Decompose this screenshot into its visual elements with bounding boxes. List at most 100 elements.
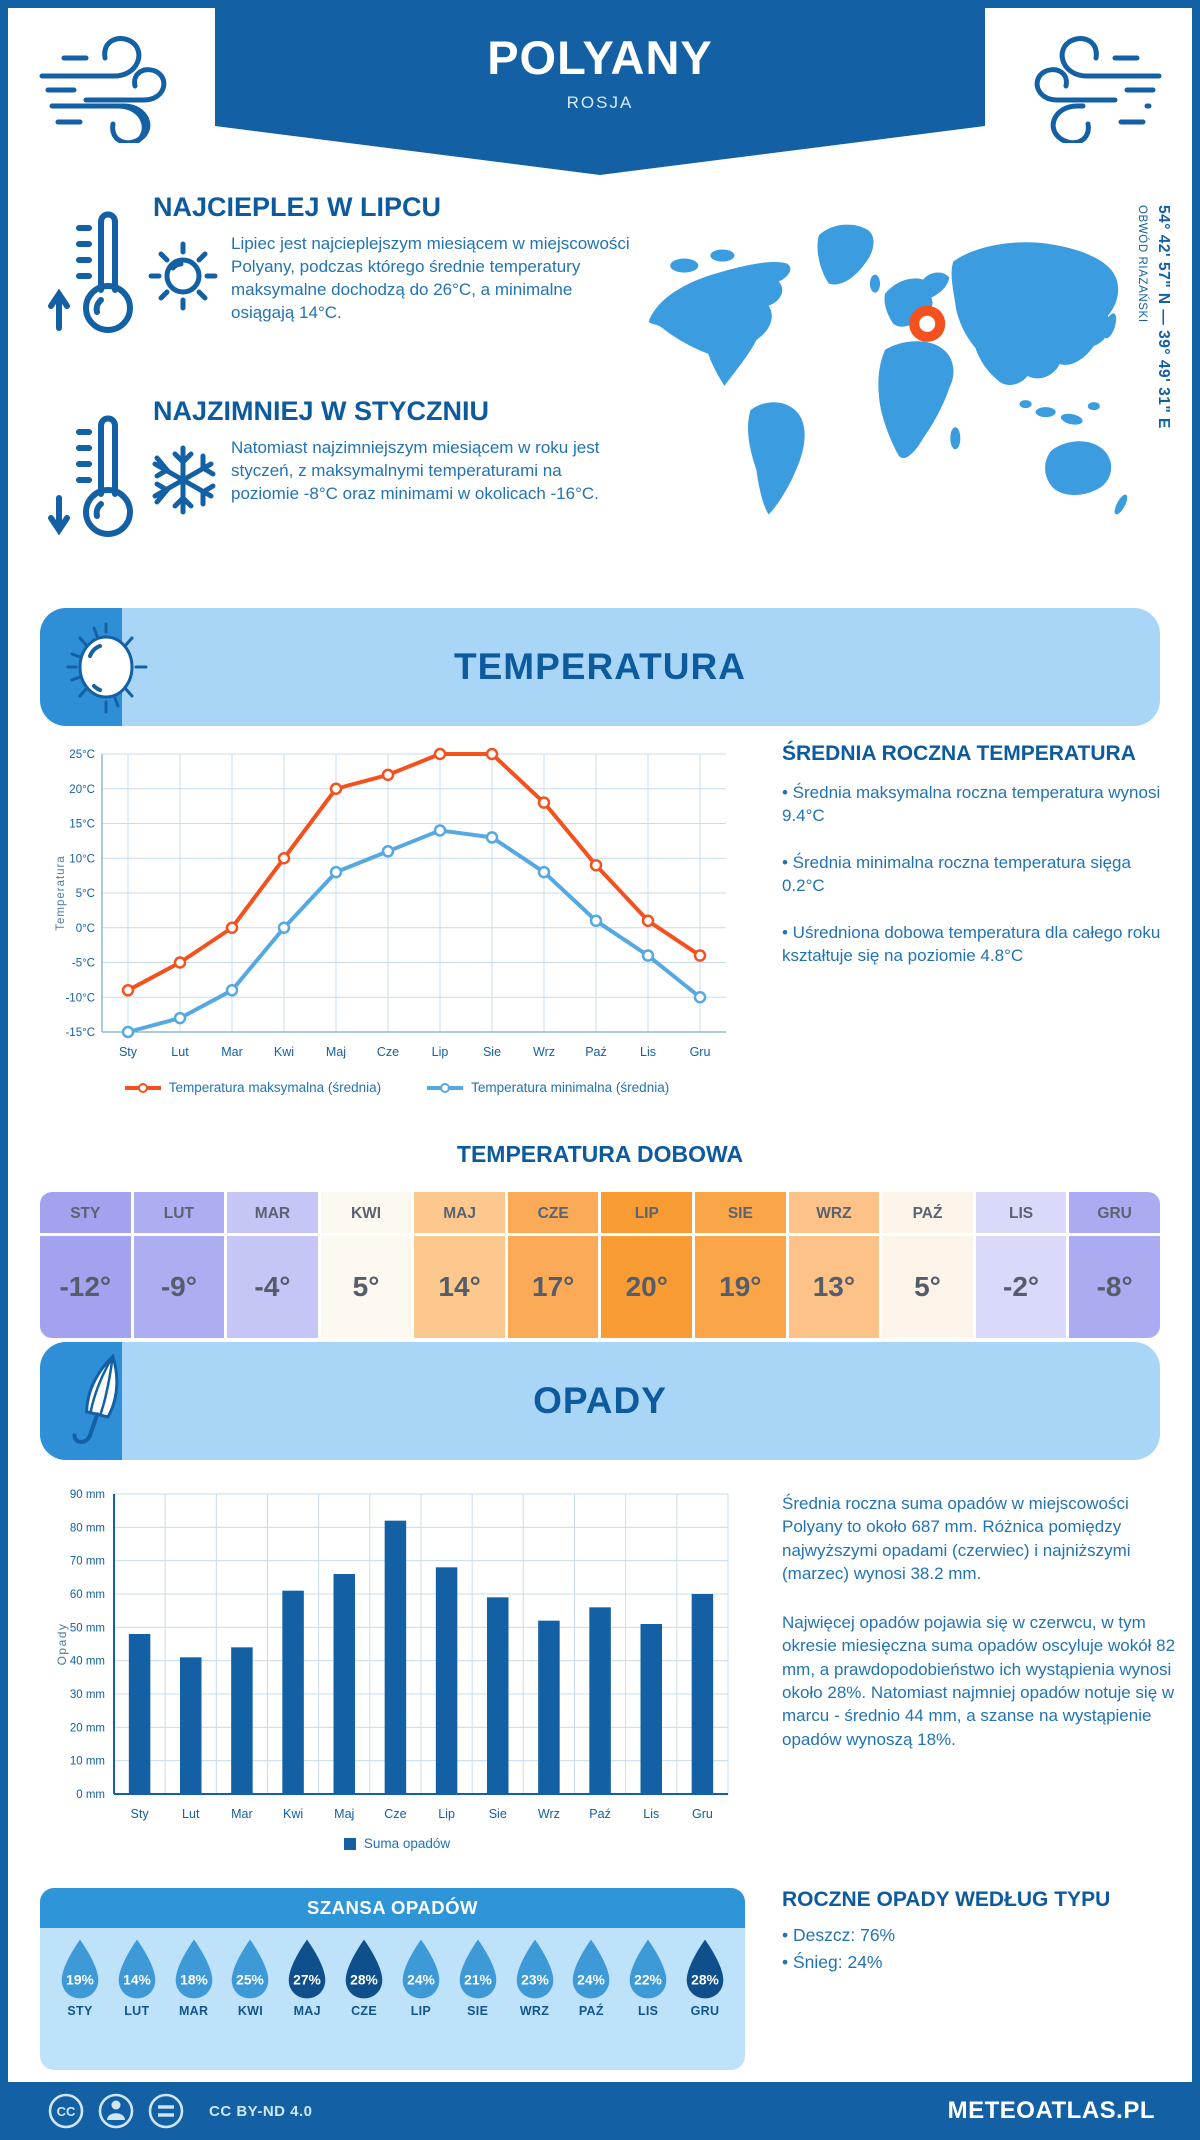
month-label: KWI bbox=[237, 2004, 264, 2018]
svg-text:Sie: Sie bbox=[483, 1045, 501, 1059]
precipitation-chance-panel: SZANSA OPADÓW 19% STY 14% LUT 18% MAR 25% KWI 27… bbox=[40, 1888, 745, 2070]
month-label: LIP bbox=[601, 1192, 693, 1236]
daily-temp-column-lip: LIP 20° bbox=[601, 1192, 693, 1338]
svg-text:CC: CC bbox=[57, 2104, 76, 2119]
daily-temp-column-gru: GRU -8° bbox=[1069, 1192, 1160, 1338]
legend-swatch bbox=[343, 1837, 356, 1850]
month-label: SIE bbox=[695, 1192, 786, 1236]
chance-droplet-gru: 28% GRU bbox=[679, 1938, 731, 2018]
legend-label: Temperatura maksymalna (średnia) bbox=[168, 1080, 382, 1095]
svg-text:Sie: Sie bbox=[489, 1807, 507, 1821]
daily-temp-column-wrz: WRZ 13° bbox=[788, 1192, 880, 1338]
daily-temp-value: -12° bbox=[40, 1236, 131, 1338]
droplet-icon: 21% bbox=[459, 1939, 496, 1999]
wind-icon bbox=[1034, 36, 1162, 143]
svg-text:15°C: 15°C bbox=[69, 819, 95, 831]
precipitation-type-bullets: • Deszcz: 76% • Śnieg: 24% bbox=[782, 1922, 1178, 1976]
warmest-text: Lipiec jest najcieplejszym miesiącem w m… bbox=[231, 234, 630, 323]
daily-temp-value: 5° bbox=[320, 1236, 412, 1338]
droplet-icon: 14% bbox=[118, 1939, 156, 1999]
legend-item: Suma opadów bbox=[343, 1836, 451, 1851]
svg-text:Sty: Sty bbox=[131, 1807, 150, 1821]
annual-bullet: • Średnia maksymalna roczna temperatura … bbox=[782, 783, 1161, 825]
precipitation-section-title: OPADY bbox=[533, 1380, 667, 1421]
precipitation-section-banner: OPADY bbox=[40, 1342, 1160, 1460]
svg-text:Lip: Lip bbox=[438, 1807, 455, 1821]
month-label: KWI bbox=[320, 1192, 412, 1236]
daily-temp-value: 13° bbox=[788, 1236, 880, 1338]
month-label: PAŹ bbox=[882, 1192, 973, 1236]
cc-license-icons: CC bbox=[48, 2093, 184, 2129]
svg-text:Kwi: Kwi bbox=[283, 1807, 303, 1821]
month-label: LIS bbox=[975, 1192, 1067, 1236]
svg-text:90 mm: 90 mm bbox=[70, 1489, 105, 1501]
coldest-text: Natomiast najzimniejszym miesiącem w rok… bbox=[231, 438, 600, 504]
umbrella-banner-icon bbox=[72, 1353, 119, 1444]
svg-text:Mar: Mar bbox=[221, 1045, 243, 1059]
precipitation-chance-title: SZANSA OPADÓW bbox=[40, 1888, 745, 1928]
chance-droplet-kwi: 25% KWI bbox=[224, 1938, 276, 2018]
svg-text:18%: 18% bbox=[180, 1972, 208, 1988]
legend-label: Suma opadów bbox=[363, 1836, 451, 1851]
svg-text:-10°C: -10°C bbox=[65, 992, 95, 1004]
svg-text:Wrz: Wrz bbox=[533, 1045, 555, 1059]
month-label: LUT bbox=[124, 2004, 150, 2018]
daily-temp-value: -8° bbox=[1069, 1236, 1160, 1338]
daily-temp-column-cze: CZE 17° bbox=[507, 1192, 599, 1338]
thermometer-down-icon bbox=[48, 415, 133, 537]
svg-text:10 mm: 10 mm bbox=[70, 1756, 105, 1768]
svg-text:Mar: Mar bbox=[231, 1807, 253, 1821]
precipitation-bar-chart: 0 mm 10 mm 20 mm 30 mm 40 mm 50 mm 60 mm 70 mm 8… bbox=[55, 1489, 729, 1821]
legend-label: Temperatura minimalna (średnia) bbox=[471, 1080, 670, 1095]
daily-temp-column-mar: MAR -4° bbox=[227, 1192, 318, 1338]
month-label: STY bbox=[67, 2004, 93, 2018]
svg-text:Paź: Paź bbox=[585, 1045, 607, 1059]
month-label: WRZ bbox=[788, 1192, 880, 1236]
precipitation-paragraphs: Średnia roczna suma opadów w miejscowośc… bbox=[782, 1492, 1178, 1777]
svg-text:20°C: 20°C bbox=[69, 784, 95, 796]
temperature-section-title: TEMPERATURA bbox=[454, 646, 746, 687]
chance-droplet-lut: 14% LUT bbox=[111, 1938, 163, 2018]
svg-text:80 mm: 80 mm bbox=[70, 1522, 105, 1534]
precipitation-chart-legend: Suma opadów bbox=[52, 1836, 742, 1851]
coldest-month-block: NAJZIMNIEJ W STYCZNIU Natomiast najzimni… bbox=[45, 396, 630, 596]
svg-text:25°C: 25°C bbox=[69, 749, 95, 761]
svg-text:Paź: Paź bbox=[589, 1807, 611, 1821]
month-label: MAJ bbox=[293, 2004, 321, 2018]
svg-text:Lut: Lut bbox=[182, 1807, 200, 1821]
svg-text:Maj: Maj bbox=[326, 1045, 346, 1059]
svg-text:60 mm: 60 mm bbox=[70, 1589, 105, 1601]
precipitation-chance-droplets: 19% STY 14% LUT 18% MAR 25% KWI 27% MAJ 28% CZE 24% L… bbox=[40, 1928, 745, 2018]
svg-text:Gru: Gru bbox=[690, 1045, 711, 1059]
month-label: SIE bbox=[467, 2004, 489, 2018]
daily-temp-value: -2° bbox=[975, 1236, 1067, 1338]
droplet-icon: 28% bbox=[345, 1939, 383, 1999]
daily-temp-column-lis: LIS -2° bbox=[975, 1192, 1067, 1338]
droplet-icon: 24% bbox=[402, 1939, 440, 1999]
daily-temp-value: 19° bbox=[695, 1236, 786, 1338]
coordinates-block: 54° 42' 57" N — 39° 49' 31" E OBWÓD RIAZ… bbox=[1136, 205, 1172, 585]
precipitation-type-bullet: • Śnieg: 24% bbox=[782, 1952, 883, 1973]
daily-temperature-table: STY -12° LUT -9° MAR -4° KWI 5° MAJ 14° CZE 17° LIP 2… bbox=[40, 1192, 1160, 1338]
svg-text:Lut: Lut bbox=[171, 1045, 189, 1059]
thermometer-up-icon bbox=[48, 211, 133, 333]
month-label: WRZ bbox=[519, 2004, 550, 2018]
precipitation-type-bullet: • Deszcz: 76% bbox=[782, 1925, 896, 1945]
svg-text:Lis: Lis bbox=[643, 1807, 659, 1821]
chance-droplet-mar: 18% MAR bbox=[168, 1938, 220, 2018]
daily-temp-column-paź: PAŹ 5° bbox=[882, 1192, 973, 1338]
temperature-line-chart: 25°C 20°C 15°C 10°C 5°C 0°C -5°C -10°C -15°C Sty L… bbox=[55, 747, 726, 1059]
page-title: POLYANY bbox=[487, 31, 713, 84]
daily-temp-value: 14° bbox=[414, 1236, 505, 1338]
svg-text:70 mm: 70 mm bbox=[70, 1556, 105, 1568]
svg-text:Sty: Sty bbox=[119, 1045, 138, 1059]
precipitation-paragraph: Średnia roczna suma opadów w miejscowośc… bbox=[782, 1494, 1131, 1583]
site-label: METEOATLAS.PL bbox=[947, 2097, 1155, 2124]
legend-item: Temperatura maksymalna (średnia) bbox=[124, 1080, 382, 1095]
coordinates-text: 54° 42' 57" N — 39° 49' 31" E bbox=[1155, 205, 1172, 429]
sun-icon bbox=[148, 241, 218, 311]
daily-temp-value: 20° bbox=[601, 1236, 693, 1338]
region-text: OBWÓD RIAZAŃSKI bbox=[1136, 205, 1148, 323]
page-subtitle: ROSJA bbox=[566, 93, 634, 112]
